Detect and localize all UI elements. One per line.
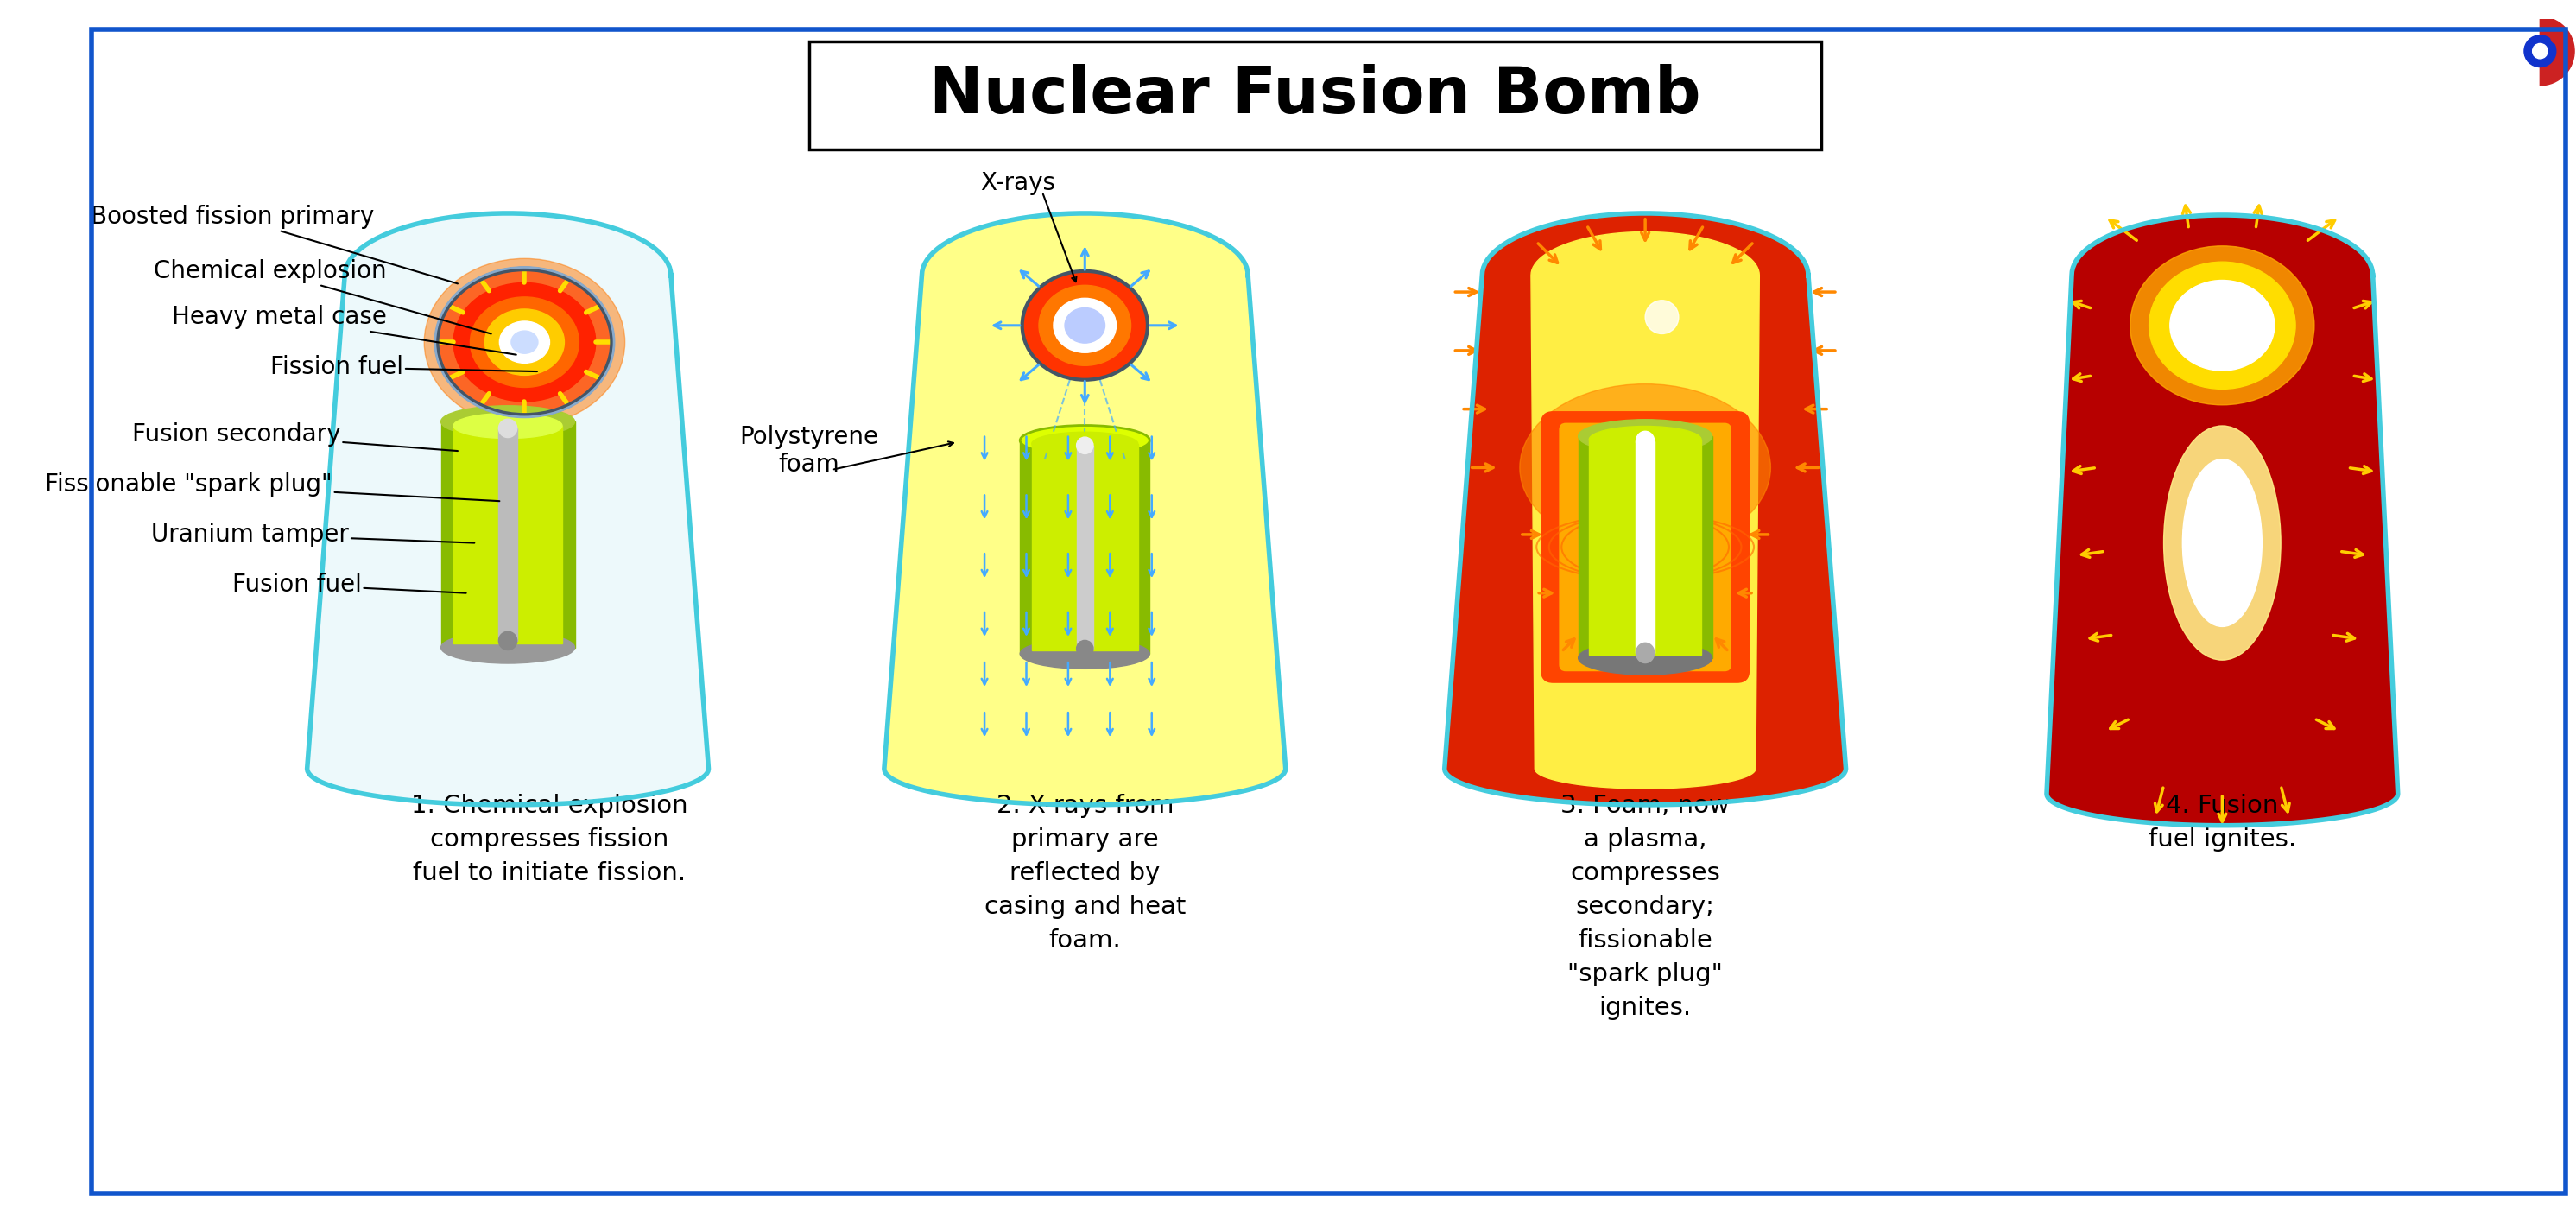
Ellipse shape: [2164, 426, 2280, 660]
Polygon shape: [1020, 440, 1149, 654]
Ellipse shape: [1033, 432, 1139, 455]
Text: Fusion secondary: Fusion secondary: [131, 422, 459, 451]
Wedge shape: [2540, 17, 2573, 86]
Text: 3. Foam, now
a plasma,
compresses
secondary;
fissionable
"spark plug"
ignites.: 3. Foam, now a plasma, compresses second…: [1561, 794, 1728, 1020]
Circle shape: [2504, 15, 2576, 88]
Polygon shape: [884, 213, 1285, 805]
Polygon shape: [2045, 215, 2398, 826]
Polygon shape: [1445, 213, 1847, 805]
Polygon shape: [1589, 439, 1700, 654]
Text: Uranium tamper: Uranium tamper: [152, 522, 474, 547]
Polygon shape: [2045, 215, 2398, 826]
Ellipse shape: [500, 631, 518, 649]
FancyBboxPatch shape: [809, 42, 1821, 149]
Ellipse shape: [2148, 262, 2295, 389]
Circle shape: [1646, 301, 1680, 334]
Polygon shape: [440, 422, 574, 647]
Polygon shape: [500, 428, 518, 641]
Ellipse shape: [2182, 460, 2262, 626]
Text: Polystyrene
foam: Polystyrene foam: [739, 424, 878, 477]
Text: X-rays: X-rays: [981, 171, 1056, 196]
Ellipse shape: [1636, 432, 1654, 451]
Ellipse shape: [510, 331, 538, 353]
Ellipse shape: [1579, 641, 1713, 675]
Ellipse shape: [440, 406, 574, 438]
Ellipse shape: [438, 269, 613, 416]
Ellipse shape: [425, 258, 626, 426]
Polygon shape: [453, 426, 562, 643]
Text: Boosted fission primary: Boosted fission primary: [90, 204, 459, 284]
Text: Chemical explosion: Chemical explosion: [155, 259, 492, 334]
Ellipse shape: [1579, 419, 1713, 453]
Ellipse shape: [500, 419, 518, 438]
Text: Fissionable "spark plug": Fissionable "spark plug": [44, 472, 500, 501]
FancyBboxPatch shape: [1558, 423, 1731, 671]
Ellipse shape: [471, 297, 580, 388]
Ellipse shape: [1520, 384, 1770, 552]
Ellipse shape: [1064, 308, 1105, 342]
Polygon shape: [1530, 232, 1759, 789]
Polygon shape: [1077, 445, 1092, 648]
Polygon shape: [1636, 442, 1654, 653]
Text: 4. Fusion
fuel ignites.: 4. Fusion fuel ignites.: [2148, 794, 2295, 851]
Ellipse shape: [2169, 280, 2275, 371]
Text: Fission fuel: Fission fuel: [270, 355, 538, 379]
Ellipse shape: [1589, 427, 1700, 453]
Ellipse shape: [1636, 643, 1654, 663]
Polygon shape: [1579, 437, 1713, 658]
Circle shape: [2550, 32, 2563, 44]
Text: Heavy metal case: Heavy metal case: [173, 305, 515, 355]
Ellipse shape: [2130, 246, 2313, 405]
Ellipse shape: [1020, 426, 1149, 455]
Text: Nuclear Fusion Bomb: Nuclear Fusion Bomb: [930, 64, 1700, 127]
Polygon shape: [1033, 444, 1139, 651]
Polygon shape: [307, 213, 708, 805]
Ellipse shape: [1038, 285, 1131, 366]
Ellipse shape: [484, 309, 564, 375]
Ellipse shape: [440, 631, 574, 663]
Text: 2. X-rays from
primary are
reflected by
casing and heat
foam.: 2. X-rays from primary are reflected by …: [984, 794, 1185, 953]
Circle shape: [2532, 44, 2548, 59]
Circle shape: [2524, 35, 2555, 67]
Ellipse shape: [1023, 272, 1146, 380]
Ellipse shape: [1020, 426, 1149, 455]
Ellipse shape: [1020, 638, 1149, 669]
Ellipse shape: [1077, 437, 1092, 454]
Ellipse shape: [453, 413, 562, 438]
Text: Fusion fuel: Fusion fuel: [232, 572, 466, 597]
Polygon shape: [307, 213, 708, 805]
Ellipse shape: [1077, 641, 1092, 657]
Ellipse shape: [453, 283, 595, 401]
Ellipse shape: [500, 322, 549, 363]
Text: 1. Chemical explosion
compresses fission
fuel to initiate fission.: 1. Chemical explosion compresses fission…: [412, 794, 688, 885]
FancyBboxPatch shape: [1540, 411, 1749, 682]
Ellipse shape: [1054, 298, 1115, 352]
